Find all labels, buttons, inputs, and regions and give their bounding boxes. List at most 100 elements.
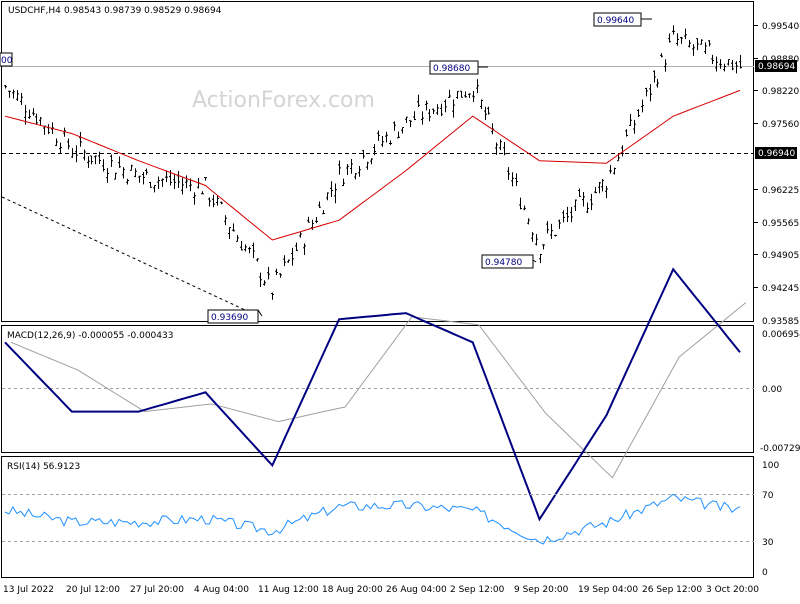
price-bar	[75, 145, 78, 163]
rsi-panel-frame	[1, 456, 754, 578]
price-bar	[330, 181, 333, 198]
price-bar	[381, 135, 384, 147]
price-bar	[609, 165, 612, 174]
time-axis: 13 Jul 2022 20 Jul 12:00 27 Jul 20:00 4 …	[3, 585, 759, 595]
time-tick: 26 Aug 04:00	[386, 585, 447, 595]
price-bar	[711, 54, 714, 64]
price-bar	[358, 166, 361, 177]
price-bar	[598, 181, 601, 194]
price-bar	[236, 234, 239, 242]
price-bar	[696, 38, 699, 51]
time-tick: 26 Sep 12:00	[642, 585, 702, 595]
price-bar	[134, 168, 137, 178]
price-bar	[240, 240, 243, 251]
price-bar	[554, 234, 557, 237]
price-bar	[539, 253, 542, 264]
price-bar	[531, 232, 534, 242]
price-bar	[550, 223, 553, 239]
annotation-left-clipped: 00	[0, 52, 13, 67]
price-bar	[12, 89, 15, 99]
price-bar	[110, 154, 113, 167]
price-bar	[346, 164, 349, 176]
time-tick: 27 Jul 20:00	[130, 585, 184, 595]
price-bar	[566, 206, 569, 223]
price-bar	[535, 234, 538, 246]
price-bar	[464, 91, 467, 98]
price-bar	[676, 33, 679, 46]
price-tick: 0.95565	[762, 219, 799, 229]
price-bar	[216, 195, 219, 206]
price-bar	[165, 170, 168, 183]
price-bar	[629, 114, 632, 126]
price-bar	[291, 247, 294, 266]
price-bar	[94, 155, 97, 165]
price-bar	[122, 167, 125, 179]
price-bar	[55, 138, 58, 146]
price-bar	[370, 158, 373, 165]
price-bar	[224, 215, 227, 226]
price-bar	[452, 99, 455, 118]
level-label: 0.96940	[758, 149, 795, 159]
ohlc-label: 0.98543 0.98739 0.98529 0.98694	[64, 6, 222, 16]
price-bar	[59, 142, 62, 154]
price-bar	[633, 119, 636, 134]
price-bar	[586, 202, 589, 214]
price-bar	[338, 160, 341, 175]
price-tick: 0.98220	[762, 87, 799, 97]
price-bar	[621, 145, 624, 157]
annotation-high-1: 0.98680	[429, 60, 488, 75]
price-bar	[142, 171, 145, 185]
price-bar	[287, 259, 290, 263]
price-bar	[605, 185, 608, 199]
price-bar	[315, 217, 318, 224]
price-bar	[527, 218, 530, 225]
annotation-low-2: 0.94780	[481, 254, 537, 269]
price-tick: 0.96225	[762, 186, 799, 196]
price-bar	[704, 42, 707, 54]
price-bar	[39, 117, 42, 127]
annotation-left-clipped-label: 00	[1, 56, 13, 66]
price-bar	[79, 132, 82, 147]
price-bar	[460, 90, 463, 98]
rsi-tick-0: 0	[762, 568, 768, 578]
time-tick: 18 Aug 20:00	[322, 585, 383, 595]
price-bar	[421, 111, 424, 125]
price-bar	[4, 85, 7, 89]
price-bar	[417, 94, 420, 108]
price-bar	[660, 53, 663, 58]
price-bar	[708, 40, 711, 47]
price-bar	[283, 255, 286, 267]
rsi-tick-30: 30	[762, 538, 774, 548]
price-bar	[126, 178, 129, 185]
price-bar	[570, 206, 573, 223]
price-bar	[393, 121, 396, 131]
price-bar	[181, 177, 184, 195]
watermark: ActionForex.com	[192, 88, 375, 113]
price-bar	[692, 44, 695, 56]
price-bar	[28, 109, 31, 119]
price-bar	[499, 139, 502, 151]
price-bar	[153, 185, 156, 193]
price-bar	[476, 79, 479, 94]
time-tick: 9 Sep 20:00	[514, 585, 569, 595]
macd-label: MACD(12,26,9) -0.000055 -0.000433	[7, 331, 173, 341]
price-bar	[578, 188, 581, 197]
trend-line	[1, 196, 259, 317]
price-bar	[157, 176, 160, 189]
price-bar	[318, 201, 321, 208]
price-bar	[523, 205, 526, 211]
price-bar	[613, 167, 616, 175]
price-bar	[739, 54, 742, 69]
price-bar	[436, 104, 439, 115]
price-tick: 0.93585	[762, 317, 799, 327]
time-tick: 11 Aug 12:00	[258, 585, 319, 595]
price-panel-frame	[1, 1, 754, 322]
price-bar	[271, 292, 274, 300]
price-bar	[385, 131, 388, 143]
price-bar	[574, 199, 577, 212]
price-bar	[653, 70, 656, 83]
price-bar	[362, 149, 365, 159]
price-bar	[259, 272, 262, 287]
price-bar	[432, 108, 435, 115]
